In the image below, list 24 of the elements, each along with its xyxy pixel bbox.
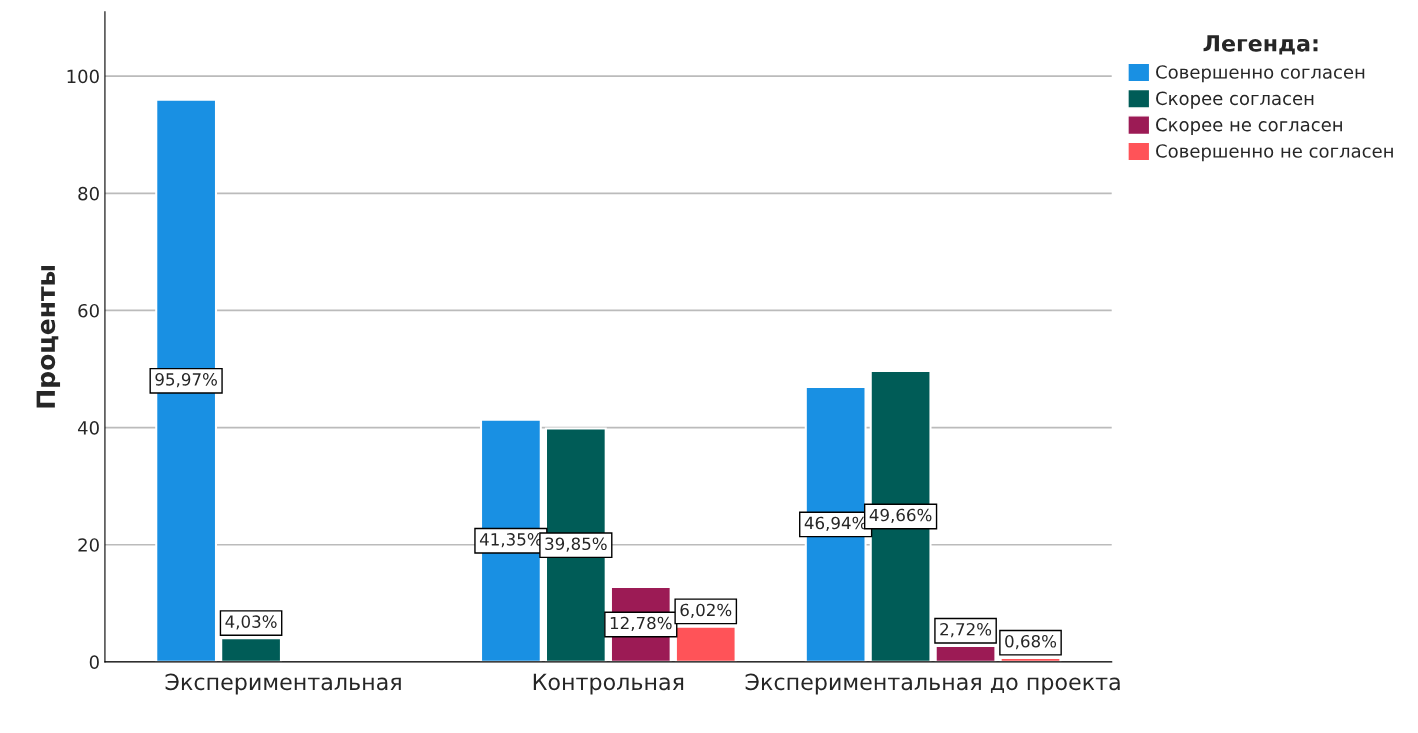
data-label: 49,66% [869,508,932,523]
y-axis-title: Проценты [36,265,61,408]
y-tick-label: 100 [67,69,99,84]
data-label: 2,72% [940,622,992,638]
y-tick-label: 60 [78,303,99,318]
data-label: 12,78% [610,616,672,632]
data-label: 39,85% [545,537,607,552]
data-label: 4,03% [225,615,277,630]
legend-label: Скорее не согласен [1156,117,1342,135]
legend-label: Скорее согласен [1156,91,1314,109]
x-tick-label: Контрольная [533,673,684,695]
x-tick-label: Экспериментальная [165,673,401,695]
data-label: 95,97% [155,373,217,388]
data-label: 6,02% [680,603,732,618]
y-tick-label: 20 [78,538,99,552]
data-label: 0,68% [1005,634,1057,650]
y-tick-label: 40 [77,421,99,435]
y-tick-label: 0 [89,655,99,670]
data-label: 46,94% [804,516,867,531]
y-tick-label: 80 [78,186,99,201]
legend-label: Совершенно не согласен [1156,144,1393,162]
legend-title: Легенда: [1203,35,1318,55]
x-tick-label: Экспериментальная до проекта [745,673,1120,695]
legend-label: Совершенно согласен [1156,65,1365,83]
